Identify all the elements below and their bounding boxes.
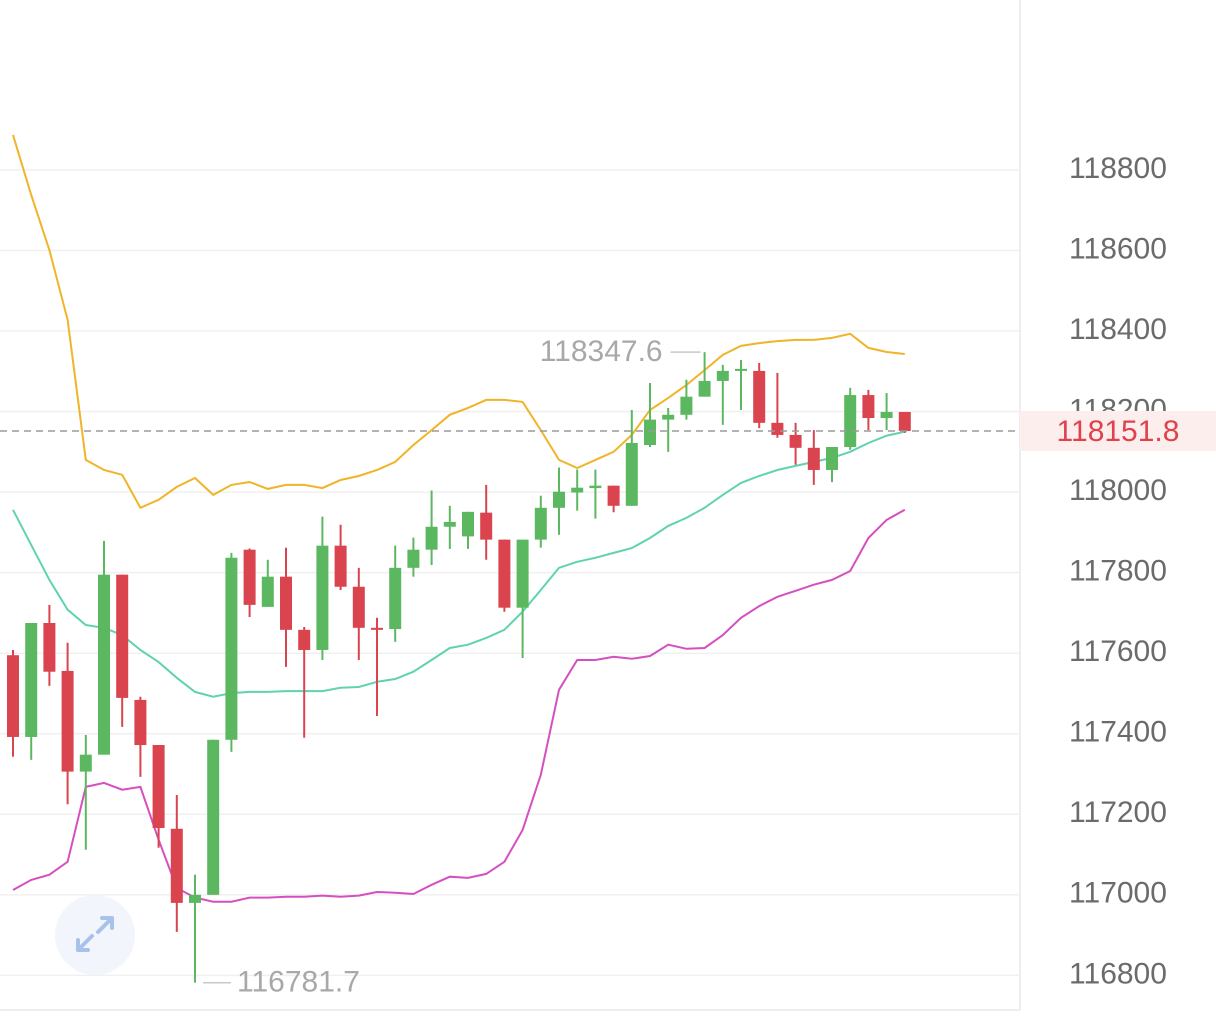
candle-body [25,622,38,737]
low-label: 116781.7 [237,966,360,999]
candle-body [389,567,402,630]
high-label: 118347.6 [540,335,663,368]
candle-body [225,557,238,740]
candle-body [116,574,129,698]
y-tick-label: 118600 [1069,232,1167,265]
candle-body [862,395,875,419]
band-line [12,508,906,903]
candle-body [243,549,256,605]
candle-body [534,507,547,540]
candle-body [43,622,56,672]
candle-body [334,545,347,587]
band-line [12,134,905,510]
candle-body [644,419,656,445]
candle-body [553,491,565,508]
candle-body [7,655,19,737]
y-tick-label: 118800 [1069,152,1167,185]
candles [7,352,911,983]
candle-body [771,422,784,435]
y-tick-label: 116800 [1069,957,1167,990]
candle-body [735,368,747,371]
candle-body [625,442,638,506]
candle-body [789,434,802,448]
candle-body [280,576,292,630]
candle-body [207,739,220,895]
candle-body [498,539,511,608]
band-line [12,430,906,698]
expand-icon[interactable] [76,916,114,952]
candle-body [189,894,201,903]
y-tick-label: 118400 [1069,313,1167,346]
candle-body [662,414,675,420]
candle-body [261,576,274,607]
candle-body [807,447,820,470]
candle-body [371,627,383,630]
candle-body [61,670,74,772]
price-tag-bg [1020,410,1216,451]
candle-body [898,411,911,431]
y-tick-label: 117400 [1069,716,1167,749]
bands [12,134,906,903]
y-tick-label: 117000 [1069,877,1167,910]
candle-body [98,574,110,755]
candle-body [516,539,529,608]
candle-body [425,526,438,550]
candle-body [443,521,456,527]
candle-body [134,699,147,746]
candle-body [462,511,474,537]
candle-body [79,754,92,772]
candle-body [753,370,766,423]
candle-body [716,370,729,381]
y-tick-label: 117200 [1069,796,1167,829]
candle-body [298,629,311,650]
price-tag: 118151.8 [1057,415,1180,448]
candle-body [152,745,165,828]
candle-body [407,549,420,568]
expand-button-bg[interactable] [55,895,135,975]
candle-body [826,447,838,470]
y-tick-label: 117800 [1069,555,1167,588]
candle-body [844,395,857,448]
y-tick-label: 118000 [1069,474,1167,507]
y-tick-label: 117600 [1069,635,1167,668]
labels: 116800 117000 117200 117400 117600 117800 1180… [0,152,1216,999]
candle-body [571,487,584,493]
expand-button[interactable] [55,895,135,975]
candle-body [698,380,711,397]
candle-body [880,411,893,419]
candle-body [170,828,183,903]
candle-body [680,396,693,415]
candle-body [352,586,365,628]
candle-body [480,512,493,540]
candle-body [607,485,620,506]
grid [0,169,1020,977]
candle-body [589,485,602,489]
candle-body [316,545,329,650]
